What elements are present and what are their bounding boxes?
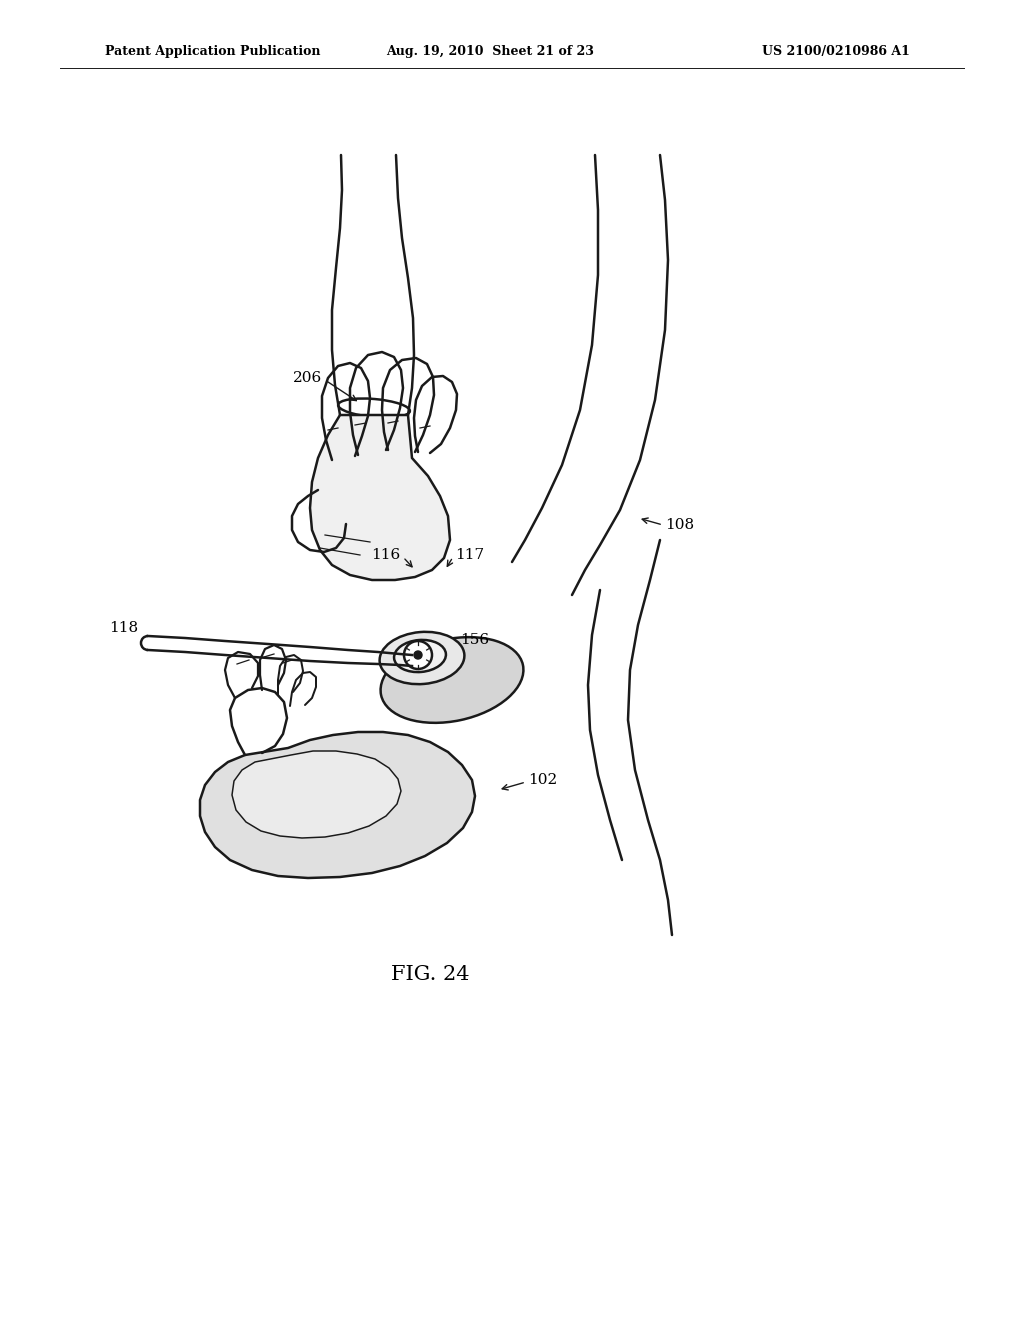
Text: 156: 156 xyxy=(460,634,489,647)
Circle shape xyxy=(414,651,422,659)
Text: FIG. 24: FIG. 24 xyxy=(391,965,469,985)
Ellipse shape xyxy=(381,638,523,723)
Text: US 2100/0210986 A1: US 2100/0210986 A1 xyxy=(762,45,910,58)
Text: Aug. 19, 2010  Sheet 21 of 23: Aug. 19, 2010 Sheet 21 of 23 xyxy=(386,45,594,58)
Text: 117: 117 xyxy=(455,548,484,562)
Text: 118: 118 xyxy=(109,620,138,635)
Polygon shape xyxy=(310,414,450,579)
Polygon shape xyxy=(200,733,475,878)
Text: Patent Application Publication: Patent Application Publication xyxy=(105,45,321,58)
Text: 108: 108 xyxy=(665,517,694,532)
Ellipse shape xyxy=(394,640,445,672)
Text: 206: 206 xyxy=(293,371,322,385)
Polygon shape xyxy=(232,751,401,838)
Ellipse shape xyxy=(380,632,465,684)
Text: 116: 116 xyxy=(371,548,400,562)
Circle shape xyxy=(404,642,432,669)
Text: 102: 102 xyxy=(528,774,557,787)
